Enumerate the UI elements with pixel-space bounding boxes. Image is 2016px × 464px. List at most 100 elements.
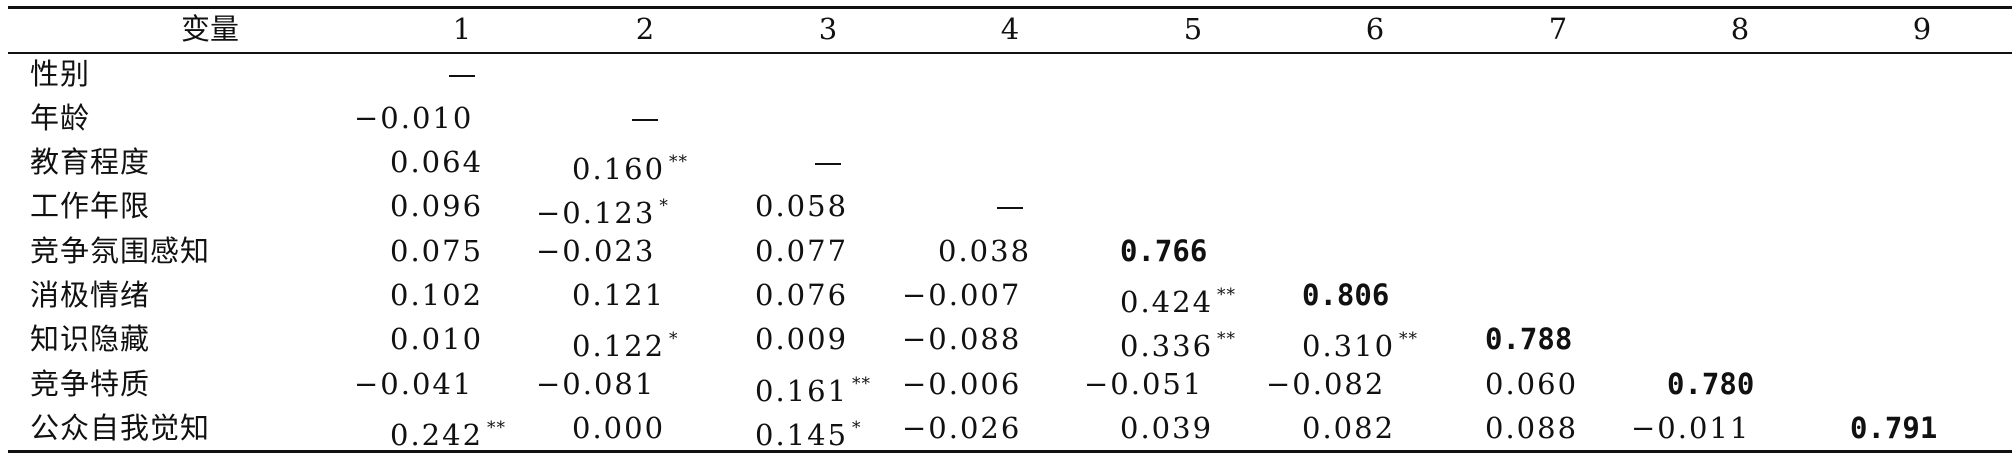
significance-marker: * (669, 329, 679, 349)
correlation-value: −0.088 (902, 321, 1021, 357)
correlation-value: −0.007 (902, 277, 1021, 313)
reliability-value: 0.780 (1667, 366, 1754, 402)
header-column-4: 4 (1000, 12, 1020, 46)
row-label: 竞争特质 (30, 367, 151, 401)
significance-marker: ** (1399, 329, 1419, 349)
significance-marker: ** (852, 374, 872, 394)
significance-marker: ** (487, 418, 507, 438)
significance-marker: ** (1217, 285, 1237, 305)
correlation-value: 0.010 (390, 321, 483, 357)
diagonal-dash (449, 56, 475, 92)
correlation-value: 0.077 (755, 233, 848, 269)
value-text: −0.081 (536, 367, 656, 401)
header-column-9: 9 (1912, 12, 1932, 46)
correlation-value: −0.006 (902, 366, 1021, 402)
reliability-value: 0.788 (1485, 321, 1572, 357)
diagonal-dash (632, 100, 658, 136)
value-text: −0.123 (536, 196, 656, 230)
table-top-rule (8, 6, 2012, 9)
row-label: 性别 (30, 57, 91, 91)
significance-marker: ** (669, 152, 689, 172)
diagonal-dash (997, 188, 1023, 224)
correlation-value: −0.081 (536, 366, 655, 402)
row-label: 教育程度 (30, 145, 151, 179)
value-text: −0.026 (902, 411, 1022, 445)
significance-marker: * (852, 418, 862, 438)
value-text: 0.766 (1120, 234, 1208, 268)
correlation-value: −0.051 (1084, 366, 1203, 402)
value-text: 0.010 (390, 322, 484, 356)
value-text: 0.039 (1120, 411, 1214, 445)
value-text: 0.780 (1667, 367, 1755, 401)
correlation-value: 0.009 (755, 321, 848, 357)
correlation-value: −0.011 (1631, 410, 1750, 446)
correlation-value: 0.076 (755, 277, 848, 313)
value-text: 0.075 (390, 234, 484, 268)
correlation-value: 0.075 (390, 233, 483, 269)
value-text: 0.102 (390, 278, 484, 312)
row-label: 知识隐藏 (30, 322, 151, 356)
correlation-value: 0.039 (1120, 410, 1213, 446)
value-text: 0.160 (572, 152, 666, 186)
header-column-8: 8 (1730, 12, 1750, 46)
value-text: 0.122 (572, 329, 666, 363)
table-header-rule (8, 52, 2012, 54)
value-text: −0.023 (536, 234, 656, 268)
correlation-value: −0.082 (1266, 366, 1385, 402)
row-label: 工作年限 (30, 189, 151, 223)
value-text: 0.076 (755, 278, 849, 312)
row-label: 消极情绪 (30, 278, 151, 312)
dash-mark (632, 119, 658, 121)
value-text: 0.121 (572, 278, 666, 312)
correlation-value: −0.026 (902, 410, 1021, 446)
header-column-3: 3 (818, 12, 838, 46)
correlation-value: 0.082 (1302, 410, 1395, 446)
correlation-value: 0.145 * (755, 410, 862, 453)
header-variable-label: 变量 (180, 12, 239, 46)
value-text: 0.064 (390, 145, 484, 179)
row-label: 年龄 (30, 101, 91, 135)
header-column-2: 2 (635, 12, 655, 46)
correlation-value: −0.041 (354, 366, 473, 402)
value-text: 0.336 (1120, 329, 1214, 363)
correlation-value: 0.160 ** (572, 144, 688, 187)
correlation-value: 0.310 ** (1302, 321, 1418, 364)
correlation-value: −0.123 * (536, 188, 669, 231)
dash-mark (997, 207, 1023, 209)
correlation-value: 0.088 (1485, 410, 1578, 446)
correlation-value: 0.424 ** (1120, 277, 1236, 320)
value-text: 0.145 (755, 418, 849, 452)
row-label: 竞争氛围感知 (30, 234, 211, 268)
significance-marker: ** (1217, 329, 1237, 349)
value-text: −0.006 (902, 367, 1022, 401)
value-text: −0.011 (1631, 411, 1751, 445)
correlation-value: 0.064 (390, 144, 483, 180)
reliability-value: 0.806 (1302, 277, 1389, 313)
table-bottom-rule (8, 450, 2012, 453)
header-column-7: 7 (1548, 12, 1568, 46)
value-text: 0.038 (938, 234, 1032, 268)
value-text: 0.058 (755, 189, 849, 223)
correlation-value: 0.121 (572, 277, 665, 313)
value-text: 0.088 (1485, 411, 1579, 445)
dash-mark (815, 163, 841, 165)
value-text: −0.007 (902, 278, 1022, 312)
value-text: 0.161 (755, 374, 849, 408)
value-text: 0.000 (572, 411, 666, 445)
value-text: −0.082 (1266, 367, 1386, 401)
value-text: 0.060 (1485, 367, 1579, 401)
value-text: 0.096 (390, 189, 484, 223)
correlation-value: 0.058 (755, 188, 848, 224)
correlation-value: 0.336 ** (1120, 321, 1236, 364)
correlation-value: 0.102 (390, 277, 483, 313)
value-text: 0.424 (1120, 285, 1214, 319)
value-text: −0.051 (1084, 367, 1204, 401)
value-text: −0.041 (354, 367, 474, 401)
value-text: 0.310 (1302, 329, 1396, 363)
diagonal-dash (815, 144, 841, 180)
correlation-value: 0.122 * (572, 321, 679, 364)
row-label: 公众自我觉知 (30, 411, 211, 445)
correlation-value: 0.060 (1485, 366, 1578, 402)
correlation-value: −0.010 (354, 100, 473, 136)
significance-marker: * (659, 196, 669, 216)
